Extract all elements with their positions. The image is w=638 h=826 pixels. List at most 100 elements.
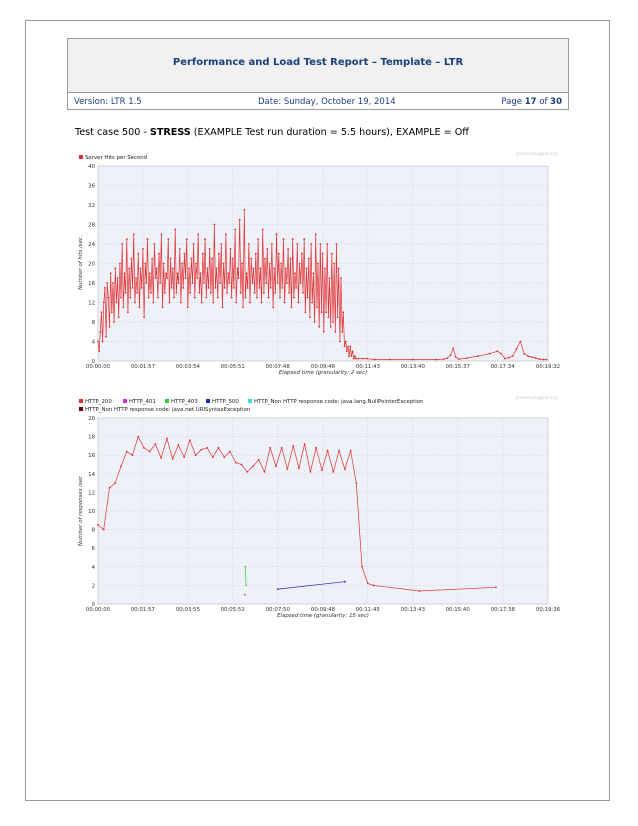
data-point xyxy=(338,449,340,452)
data-point xyxy=(217,446,220,449)
data-point xyxy=(527,355,529,357)
data-point xyxy=(168,301,171,304)
data-point xyxy=(171,458,174,460)
data-point xyxy=(292,445,295,447)
data-point xyxy=(116,277,119,279)
data-point xyxy=(157,296,159,299)
x-tick-label: 00:00:00 xyxy=(86,607,111,613)
data-point xyxy=(125,238,128,240)
data-point xyxy=(328,277,331,279)
data-point xyxy=(534,357,537,359)
page-number-label: Page 17 of 30 xyxy=(501,97,562,107)
data-point xyxy=(251,282,254,284)
data-point xyxy=(151,257,153,260)
data-point xyxy=(154,443,157,445)
data-point xyxy=(169,257,172,260)
data-point xyxy=(231,257,234,260)
legend-entry: HTTP_401 xyxy=(129,399,156,405)
data-point xyxy=(321,252,324,255)
data-point xyxy=(135,277,137,279)
data-point xyxy=(195,262,197,265)
data-point xyxy=(248,243,250,245)
chart-watermark: jmeter-plugins.org xyxy=(515,151,557,157)
data-point xyxy=(115,301,118,304)
data-point xyxy=(241,262,243,265)
data-point xyxy=(282,238,285,240)
data-point xyxy=(347,345,349,348)
data-point xyxy=(515,347,518,350)
data-point xyxy=(349,449,352,452)
data-point xyxy=(194,454,197,457)
data-point xyxy=(142,248,144,250)
legend-entry: HTTP_403 xyxy=(171,399,198,405)
x-tick-label: 00:19:36 xyxy=(536,607,561,613)
data-point xyxy=(258,287,261,289)
data-point xyxy=(190,257,193,260)
data-point xyxy=(124,291,127,294)
data-point xyxy=(112,282,114,284)
data-point xyxy=(244,593,246,596)
data-point xyxy=(131,287,134,289)
data-point xyxy=(269,287,272,289)
data-point xyxy=(361,565,363,568)
data-point xyxy=(218,252,220,255)
data-point xyxy=(138,306,141,309)
data-point xyxy=(309,316,311,318)
data-point xyxy=(242,306,245,309)
data-point xyxy=(314,233,317,236)
data-point xyxy=(186,306,189,309)
legend-swatch xyxy=(165,399,169,403)
page-total: 30 xyxy=(550,97,562,107)
data-point xyxy=(343,345,346,348)
y-tick-label: 10 xyxy=(88,509,95,515)
data-point xyxy=(310,243,312,245)
legend-entry: HTTP_500 xyxy=(212,399,239,405)
data-point xyxy=(495,586,497,589)
data-point xyxy=(292,296,295,299)
date-label: Date: Sunday, October 19, 2014 xyxy=(258,97,396,107)
series-line xyxy=(244,566,247,586)
x-tick-label: 00:15:40 xyxy=(446,607,471,613)
data-point xyxy=(330,252,333,255)
data-point xyxy=(166,437,168,440)
data-point xyxy=(221,306,224,309)
chart-watermark: jmeter-plugins.org xyxy=(515,395,557,401)
data-point xyxy=(148,272,151,275)
data-point xyxy=(244,296,247,299)
data-point xyxy=(130,257,133,260)
data-point xyxy=(109,272,112,275)
test-case-suffix: (EXAMPLE Test run duration = 5.5 hours),… xyxy=(190,127,469,138)
data-point xyxy=(496,350,499,353)
data-point xyxy=(289,257,292,260)
data-point xyxy=(226,291,228,294)
data-point xyxy=(322,330,325,333)
y-tick-label: 6 xyxy=(92,546,96,552)
data-point xyxy=(102,528,105,531)
legend-swatch xyxy=(206,399,210,403)
data-point xyxy=(148,450,151,453)
data-point xyxy=(182,287,185,289)
data-point xyxy=(269,446,272,449)
data-point xyxy=(228,282,231,284)
y-axis-label: Number of responses /sec xyxy=(78,476,84,546)
y-tick-label: 32 xyxy=(88,203,95,209)
data-point xyxy=(196,277,198,279)
data-point xyxy=(477,355,479,357)
data-point xyxy=(366,582,369,585)
data-point xyxy=(355,357,357,360)
data-point xyxy=(321,469,323,471)
data-point xyxy=(175,291,178,294)
data-point xyxy=(113,321,115,323)
data-point xyxy=(123,272,126,275)
data-point xyxy=(170,287,173,289)
data-point xyxy=(180,301,182,304)
data-point xyxy=(192,243,195,245)
data-point xyxy=(229,450,231,453)
x-tick-label: 00:03:54 xyxy=(176,364,201,370)
data-point xyxy=(288,291,291,294)
page-header: Performance and Load Test Report – Templ… xyxy=(67,38,569,110)
data-point xyxy=(304,311,307,314)
data-point xyxy=(222,262,225,265)
legend-swatch xyxy=(79,155,83,159)
data-point xyxy=(287,248,289,250)
